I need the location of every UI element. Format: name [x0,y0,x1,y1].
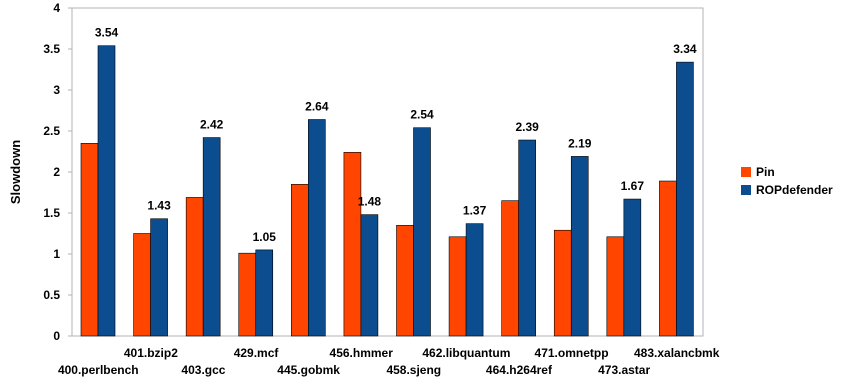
legend: Pin ROPdefender [741,165,833,197]
bar-pin [553,229,572,337]
data-label: 1.05 [253,230,277,244]
y-axis-title: Slowdown [8,140,23,204]
data-label: 1.48 [358,195,382,209]
bar-pin [133,233,151,337]
bar-ropdefender [360,214,379,337]
y-tick-label: 3 [53,83,60,97]
data-label: 3.34 [673,42,697,56]
y-tick-label: 4 [53,1,60,15]
bar-ropdefender [413,127,431,337]
bar-pin [238,252,257,337]
bar-ropdefender [623,198,642,337]
bar-pin [185,197,204,337]
category-label: 401.bzip2 [124,346,178,360]
data-label: 2.19 [568,136,592,150]
bar-ropdefender [255,249,274,337]
bar-pin [80,143,99,337]
bar-ropdefender [202,137,221,337]
legend-label-ropdefender: ROPdefender [756,183,833,197]
bar-ropdefender [518,139,536,337]
category-label: 456.hmmer [330,346,394,360]
data-label: 1.37 [463,204,487,218]
data-label: 3.54 [95,26,119,40]
bar-pin [501,200,519,337]
category-label: 464.h264ref [486,363,553,377]
bar-ropdefender [308,119,326,337]
y-tick-label: 2.5 [43,124,60,138]
category-label: 471.omnetpp [535,346,609,360]
bar-ropdefender [570,156,589,337]
data-label: 1.43 [147,199,171,213]
data-label: 2.64 [305,100,329,114]
category-label: 462.libquantum [422,346,510,360]
legend-label-pin: Pin [756,165,775,179]
bar-pin [659,180,677,337]
legend-swatch-ropdefender [741,185,751,195]
category-label: 403.gcc [181,363,225,377]
data-label: 1.67 [621,179,645,193]
data-label: 2.54 [410,108,434,122]
data-label: 2.39 [515,120,539,134]
y-tick-label: 1.5 [43,206,60,220]
bar-ropdefender [150,218,168,337]
category-label: 458.sjeng [386,363,441,377]
y-tick-label: 3.5 [43,42,60,56]
plot-area [71,7,704,337]
bar-pin [343,152,362,337]
category-label: 483.xalancbmk [634,346,720,360]
category-label: 429.mcf [234,346,280,360]
bar-ropdefender [465,223,484,337]
category-label: 445.gobmk [277,363,340,377]
y-tick-label: 0 [53,329,60,343]
data-label: 2.42 [200,118,224,132]
y-tick-label: 0.5 [43,288,60,302]
category-label: 473.astar [598,363,650,377]
y-tick-label: 1 [53,247,60,261]
bar-ropdefender [676,61,694,337]
bar-pin [448,236,467,337]
category-label: 400.perlbench [58,363,139,377]
bar-pin [291,184,309,337]
legend-swatch-pin [741,167,751,177]
bar-ropdefender [97,45,116,337]
bar-pin [396,225,414,337]
y-tick-label: 2 [53,165,60,179]
bar-pin [606,236,625,337]
